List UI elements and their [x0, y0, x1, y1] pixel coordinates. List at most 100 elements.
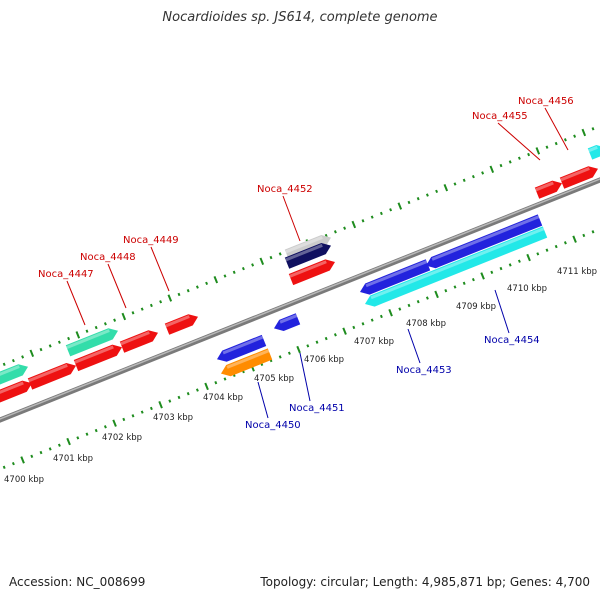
minor-tick	[591, 127, 595, 131]
minor-tick	[232, 270, 236, 274]
gene-label-text: Noca_4456	[518, 96, 574, 107]
minor-tick	[2, 465, 6, 469]
minor-tick	[94, 428, 98, 433]
minor-tick	[306, 344, 310, 348]
minor-tick	[462, 281, 466, 285]
gene-label: Noca_4452	[257, 184, 313, 242]
minor-tick	[30, 454, 34, 458]
minor-tick	[343, 226, 347, 230]
gene-label-text: Noca_4449	[123, 235, 179, 246]
gene-feature-shine	[28, 363, 68, 383]
gene-feature-body	[274, 313, 301, 331]
minor-tick	[94, 325, 98, 330]
gene-label-text: Noca_4453	[396, 365, 452, 376]
minor-tick	[103, 322, 107, 326]
gene-label-leader	[257, 381, 269, 419]
major-tick	[29, 349, 35, 357]
gene-label: Noca_4455	[472, 111, 541, 161]
minor-tick	[278, 252, 282, 256]
major-tick	[535, 147, 541, 155]
gene-label-leader	[494, 289, 510, 334]
gene-feature-body	[587, 145, 600, 160]
minor-tick	[425, 296, 429, 300]
gene-feature-body	[0, 364, 28, 385]
minor-tick	[159, 300, 163, 304]
gene-feature	[360, 259, 431, 295]
minor-tick	[563, 138, 567, 142]
gene-label-leader	[150, 246, 170, 292]
minor-tick	[379, 314, 383, 319]
scale-label: 4710 kbp	[507, 284, 547, 294]
gene-label: Noca_4449	[123, 235, 179, 292]
gene-label-text: Noca_4447	[38, 269, 94, 280]
gene-feature	[0, 380, 32, 403]
gene-feature	[65, 328, 118, 357]
scale-label: 4708 kbp	[406, 319, 446, 329]
gene-feature-shine	[285, 243, 323, 262]
minor-tick	[425, 193, 429, 197]
gene-feature	[587, 145, 600, 160]
gene-feature-body	[217, 334, 267, 362]
minor-tick	[251, 263, 255, 267]
minor-tick	[214, 381, 218, 385]
map-title: Nocardioides sp. JS614, complete genome	[162, 10, 438, 25]
backbone-line	[0, 177, 600, 423]
scale-label: 4707 kbp	[354, 337, 394, 347]
gene-feature	[221, 348, 273, 377]
major-tick	[397, 202, 403, 210]
minor-tick	[554, 141, 558, 146]
minor-tick	[370, 215, 374, 219]
minor-tick	[195, 388, 199, 392]
scale-labels: 4700 kbp 4701 kbp 4702 kbp 4703 kbp 4704 kbp…	[4, 267, 597, 485]
gene-feature	[559, 166, 598, 189]
minor-tick	[149, 303, 153, 308]
gene-feature	[274, 313, 301, 331]
backbone-highlight	[0, 178, 600, 420]
major-tick	[388, 309, 393, 317]
minor-tick	[324, 233, 328, 238]
scale-label: 4703 kbp	[153, 413, 193, 423]
minor-tick	[352, 325, 356, 330]
gene-label: Noca_4453	[396, 328, 452, 376]
gene-feature-shine	[0, 365, 20, 376]
gene-feature-body	[65, 328, 118, 357]
scale-label: 4701 kbp	[53, 454, 93, 464]
major-tick	[581, 128, 587, 137]
minor-tick	[2, 362, 6, 366]
gene-feature-body	[119, 330, 158, 353]
minor-tick	[517, 259, 521, 263]
gene-feature-body	[426, 214, 543, 269]
major-tick	[112, 419, 117, 427]
accession-text: Accession: NC_008699	[9, 575, 146, 589]
gene-feature	[284, 243, 331, 269]
minor-tick	[573, 134, 577, 138]
minor-tick	[490, 270, 494, 274]
minor-tick	[186, 392, 190, 396]
gene-label-leader	[299, 352, 311, 402]
minor-tick	[57, 340, 61, 344]
minor-tick	[481, 171, 485, 175]
gene-feature-shine	[289, 260, 327, 278]
minor-tick	[11, 461, 15, 466]
gene-label-text: Noca_4451	[289, 403, 345, 414]
minor-tick	[205, 281, 209, 286]
major-tick	[526, 253, 531, 262]
genome-backbone	[0, 177, 600, 423]
minor-tick	[416, 300, 420, 304]
gene-label-text: Noca_4455	[472, 111, 528, 122]
gene-label-text: Noca_4454	[484, 335, 540, 346]
scale-label: 4702 kbp	[102, 433, 142, 443]
minor-tick	[57, 443, 61, 447]
gene-label-text: Noca_4452	[257, 184, 313, 195]
gene-feature-body	[164, 314, 198, 335]
gene-feature	[534, 180, 562, 199]
scale-label: 4706 kbp	[304, 355, 344, 365]
minor-tick	[223, 274, 227, 278]
minor-tick	[269, 255, 273, 260]
minor-tick	[186, 289, 190, 293]
gene-feature-shine	[588, 145, 598, 153]
gene-feature-shine	[222, 335, 264, 355]
scale-label: 4704 kbp	[203, 393, 243, 403]
major-tick	[342, 327, 347, 335]
gene-feature	[426, 214, 543, 269]
